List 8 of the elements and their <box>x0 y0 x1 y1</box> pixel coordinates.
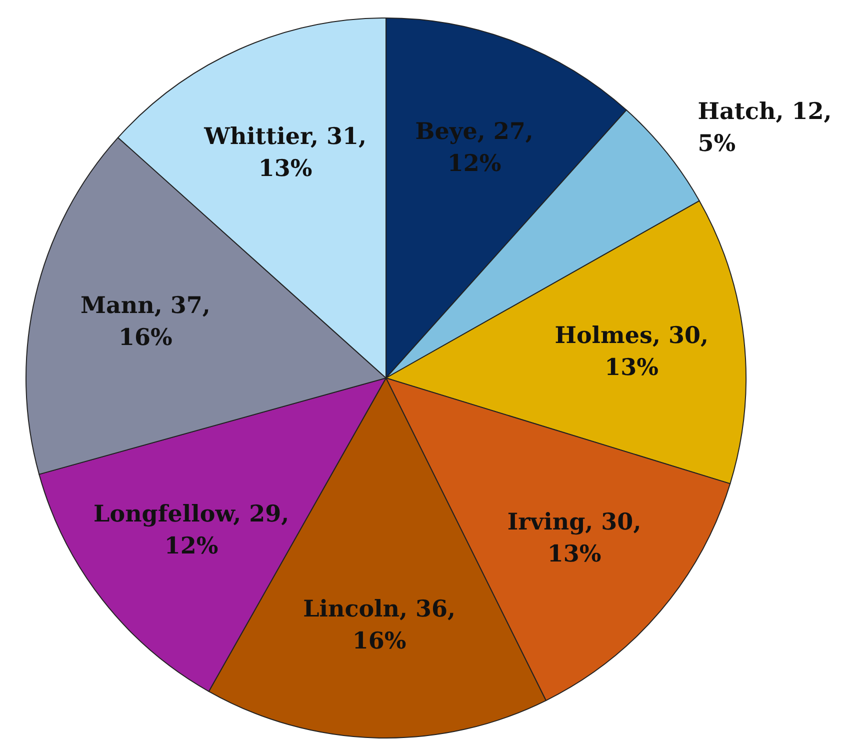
slice-label: Lincoln, 36, 16% <box>303 595 456 654</box>
slice-label: Irving, 30, 13% <box>507 508 642 568</box>
slice-label: Longfellow, 29, 12% <box>94 500 290 560</box>
slice-label: Hatch, 12, 5% <box>698 98 832 157</box>
slice-label: Beye, 27, 12% <box>415 118 534 177</box>
slice-label: Mann, 37, 16% <box>80 292 210 352</box>
slice-label: Holmes, 30, 13% <box>554 322 708 381</box>
slice-label: Whittier, 31, 13% <box>203 122 367 182</box>
